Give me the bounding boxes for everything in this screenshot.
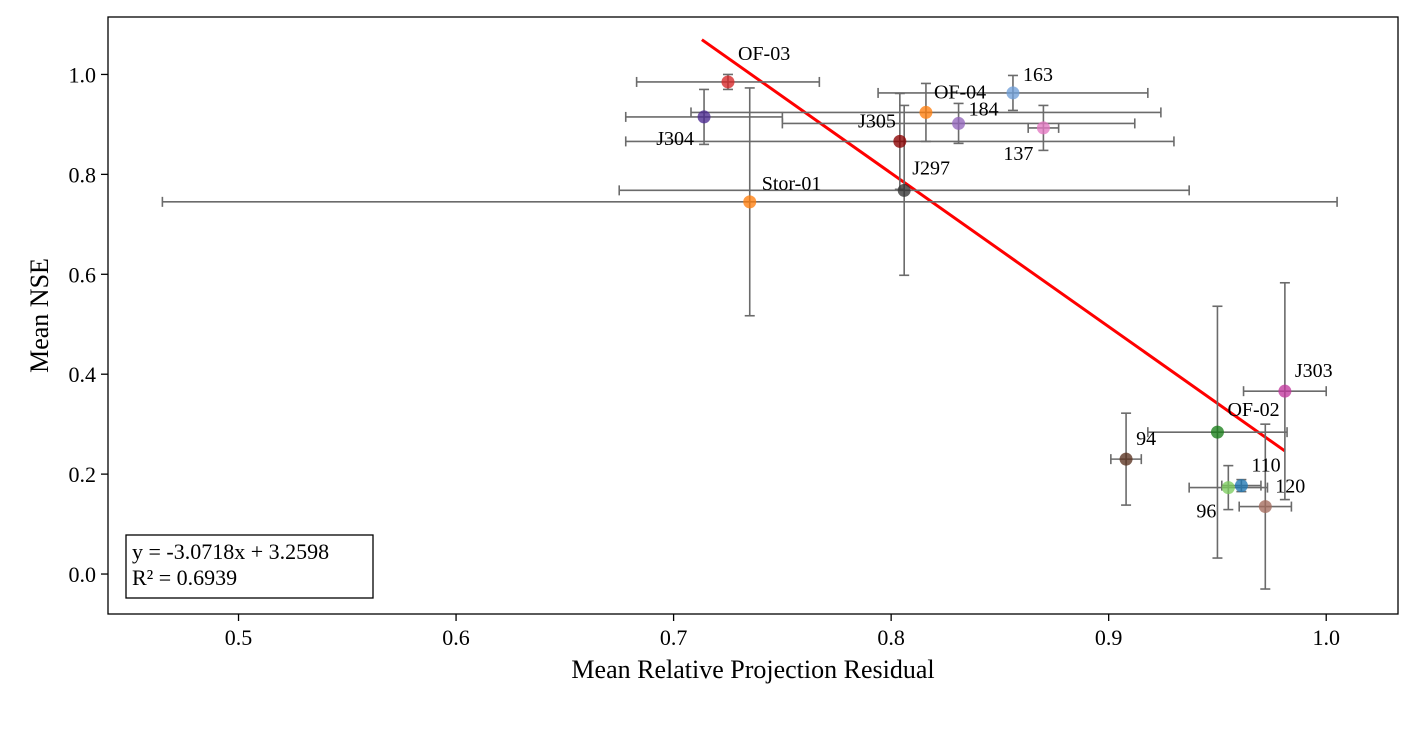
y-tick-label: 0.2 bbox=[69, 462, 97, 487]
point-184 bbox=[952, 116, 966, 130]
y-axis-label: Mean NSE bbox=[25, 258, 54, 373]
x-tick-label: 0.8 bbox=[877, 625, 905, 650]
fit-equation: y = -3.0718x + 3.2598 bbox=[132, 539, 329, 564]
point-J304 bbox=[697, 110, 711, 124]
x-tick-label: 0.6 bbox=[442, 625, 470, 650]
point-label-94: 94 bbox=[1136, 428, 1156, 450]
point-label-J304: J304 bbox=[656, 128, 694, 150]
point-94 bbox=[1119, 452, 1133, 466]
point-label-OF-03: OF-03 bbox=[738, 43, 790, 65]
point-label-OF-02: OF-02 bbox=[1227, 399, 1279, 421]
error-bars-layer bbox=[161, 73, 1338, 590]
point-110 bbox=[1234, 479, 1248, 493]
point-OF-02 bbox=[1210, 425, 1224, 439]
fit-line bbox=[701, 38, 1286, 453]
x-tick-label: 1.0 bbox=[1312, 625, 1340, 650]
point-J297 bbox=[897, 183, 911, 197]
point-OF-03 bbox=[721, 75, 735, 89]
point-label-110: 110 bbox=[1251, 455, 1280, 477]
point-label-OF-04: OF-04 bbox=[934, 81, 986, 103]
points-layer bbox=[697, 75, 1292, 514]
point-label-J305: J305 bbox=[858, 110, 896, 132]
point-137 bbox=[1036, 121, 1050, 135]
point-label-163: 163 bbox=[1023, 64, 1053, 86]
y-tick-label: 0.8 bbox=[69, 162, 97, 187]
point-163 bbox=[1006, 86, 1020, 100]
x-axis-label: Mean Relative Projection Residual bbox=[571, 655, 934, 684]
point-OF-04 bbox=[919, 105, 933, 119]
plot-frame bbox=[107, 16, 1399, 615]
point-label-96: 96 bbox=[1196, 501, 1216, 523]
y-tick-label: 0.0 bbox=[69, 562, 97, 587]
x-tick-label: 0.9 bbox=[1095, 625, 1123, 650]
x-tick-label: 0.5 bbox=[225, 625, 253, 650]
point-96 bbox=[1221, 481, 1235, 495]
point-label-184: 184 bbox=[969, 98, 999, 120]
equation-box-frame bbox=[125, 534, 374, 599]
point-label-J297: J297 bbox=[912, 157, 950, 179]
point-120 bbox=[1258, 500, 1272, 514]
point-J305 bbox=[893, 134, 907, 148]
r-squared: R² = 0.6939 bbox=[132, 565, 237, 590]
point-label-J303: J303 bbox=[1295, 360, 1333, 382]
point-label-137: 137 bbox=[1003, 143, 1033, 165]
point-label-120: 120 bbox=[1275, 476, 1305, 498]
fit-line-layer bbox=[701, 38, 1286, 453]
point-label-Stor-01: Stor-01 bbox=[762, 173, 822, 195]
y-tick-label: 0.4 bbox=[69, 362, 97, 387]
axes-layer: 0.5 0.6 0.7 0.8 0.9 1.0 0.0 0.2 0.4 0.6 0.8 1.0 Mean… bbox=[25, 16, 1399, 684]
y-tick-label: 1.0 bbox=[69, 62, 97, 87]
y-tick-label: 0.6 bbox=[69, 262, 97, 287]
point-J303 bbox=[1278, 384, 1292, 398]
x-tick-label: 0.7 bbox=[660, 625, 688, 650]
point-Stor-01 bbox=[743, 195, 757, 209]
